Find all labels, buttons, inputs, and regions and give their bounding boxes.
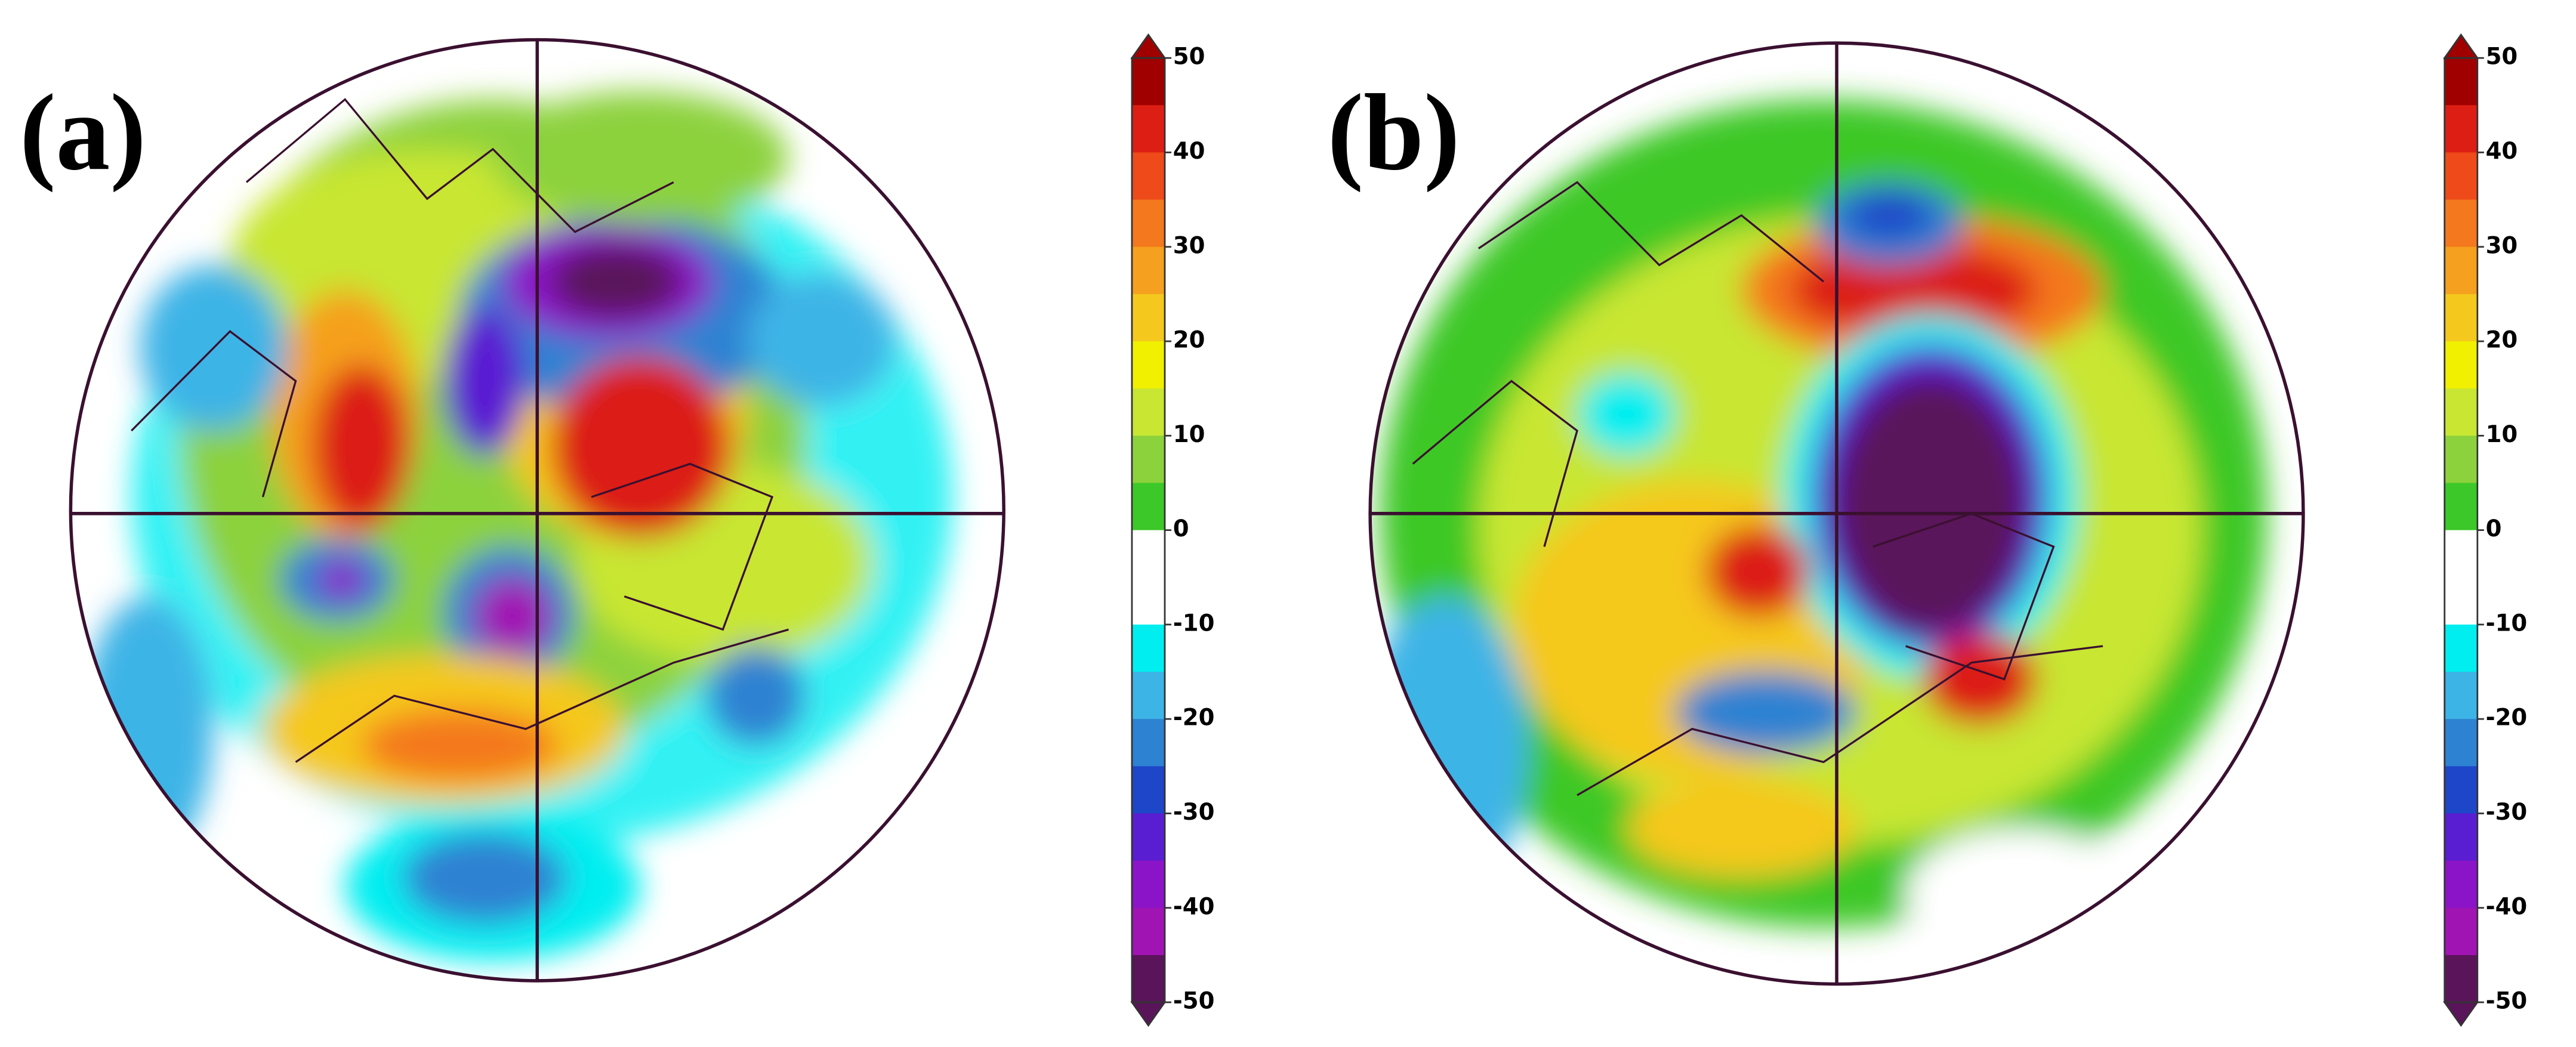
colorbar-segment (2444, 152, 2478, 201)
colorbar-tick-label: -30 (2486, 799, 2528, 826)
colorbar-tick-label: -40 (2486, 893, 2528, 920)
colorbar-segment (1131, 766, 1165, 814)
colorbar-under (2443, 1001, 2479, 1027)
colorbar-segment (2444, 436, 2478, 484)
colorbar-segment (2444, 246, 2478, 295)
colorbar-tick-label: 40 (2486, 138, 2518, 165)
colorbar-segment (1131, 246, 1165, 295)
colorbar-segment (2444, 388, 2478, 437)
colorbar-tick-label: 30 (2486, 232, 2518, 259)
map-a-frame (69, 38, 1005, 983)
colorbar-tick-label: 20 (1173, 326, 1205, 353)
colorbar-segment (2444, 813, 2478, 861)
colorbar-segment (1131, 719, 1165, 767)
colorbar-segment (1131, 672, 1165, 720)
colorbar-segment (1131, 199, 1165, 248)
colorbar-tick-label: 20 (2486, 326, 2518, 353)
colorbar-segment (1131, 955, 1165, 1003)
colorbar-tick-label: -20 (1173, 705, 1215, 731)
colorbar-tick-label: -10 (1173, 610, 1215, 637)
colorbar-tick-label: 0 (1173, 515, 1189, 542)
colorbar-tick-label: 10 (2486, 421, 2518, 448)
colorbar-over (1130, 33, 1167, 59)
colorbar-segment (1131, 907, 1165, 956)
colorbar-segment (2444, 199, 2478, 248)
colorbar-segment (2444, 624, 2478, 673)
colorbar-segment (1131, 530, 1165, 579)
colorbar-segment (1131, 577, 1165, 626)
colorbar-tick-label: 30 (1173, 232, 1205, 259)
colorbar-segment (2444, 530, 2478, 579)
colorbar-tick-label: 0 (2486, 515, 2502, 542)
colorbar-tick-label: -30 (1173, 799, 1215, 826)
colorbar-segment (2444, 719, 2478, 767)
colorbar-segment (1131, 294, 1165, 342)
colorbar-segment (1131, 388, 1165, 437)
colorbar-segment (1131, 813, 1165, 861)
colorbar-segment (1131, 860, 1165, 909)
colorbar-segment (1131, 105, 1165, 153)
colorbar-tick-label: 10 (1173, 421, 1205, 448)
colorbar-segment (1131, 341, 1165, 390)
colorbar-tick-label: -50 (2486, 987, 2528, 1014)
colorbar-segment (2444, 577, 2478, 626)
colorbar-segment (2444, 105, 2478, 153)
colorbar-segment (2444, 294, 2478, 342)
colorbar-tick-label: -40 (1173, 893, 1215, 920)
colorbar-segment (2444, 341, 2478, 390)
colorbar-tick-label: 50 (1173, 44, 1205, 70)
colorbar-segment (1131, 483, 1165, 531)
colorbar-segment (1131, 436, 1165, 484)
colorbar-tick-label: 40 (1173, 138, 1205, 165)
colorbar-segment (2444, 58, 2478, 106)
colorbar-segment (2444, 483, 2478, 531)
colorbar-segment (2444, 672, 2478, 720)
colorbar-tick-label: -10 (2486, 610, 2528, 637)
colorbar-segment (1131, 58, 1165, 106)
panel-label: (a) (20, 72, 146, 193)
colorbar-segment (2444, 766, 2478, 814)
colorbar-segment (1131, 624, 1165, 673)
colorbar-segment (2444, 860, 2478, 909)
colorbar-tick-label: -20 (2486, 705, 2528, 731)
colorbar-under (1130, 1001, 1167, 1027)
map-b-frame (1368, 41, 2305, 986)
colorbar-segment (2444, 907, 2478, 956)
colorbar-over (2443, 33, 2479, 59)
panel-label: (b) (1328, 72, 1460, 193)
map-a (70, 39, 1004, 981)
colorbar-tick-label: 50 (2486, 44, 2518, 70)
colorbar-tick-label: -50 (1173, 987, 1215, 1014)
colorbar-segment (2444, 955, 2478, 1003)
colorbar-segment (1131, 152, 1165, 201)
